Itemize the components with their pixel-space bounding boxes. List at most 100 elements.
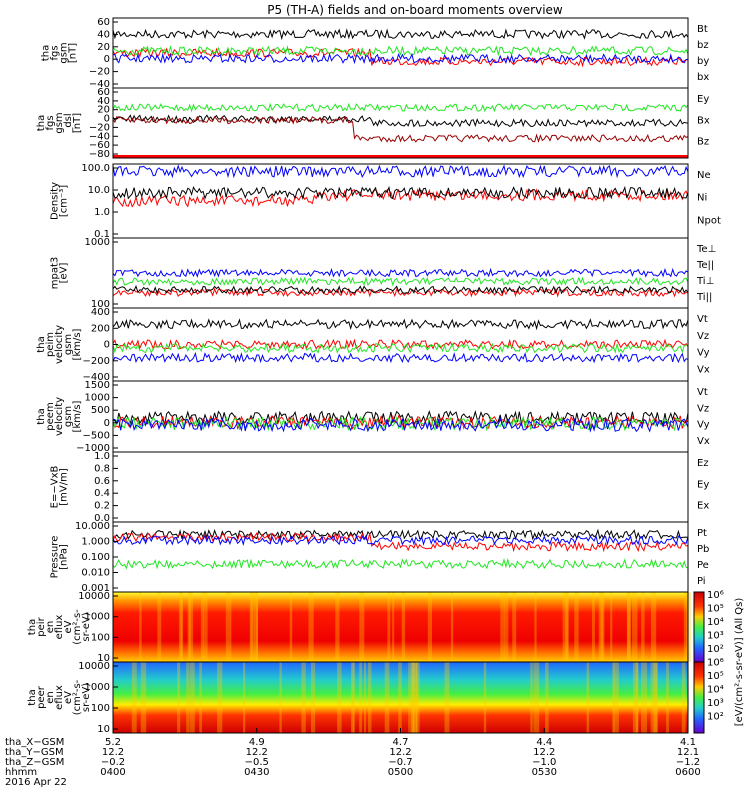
spectrogram-stripe xyxy=(359,662,363,733)
series-Ti⊥ xyxy=(112,267,689,278)
legend-Vy: Vy xyxy=(697,420,710,431)
tick-label: 0.1 xyxy=(94,229,110,240)
tick-label: 0.001 xyxy=(81,583,110,594)
ephemeris-value: 12.2 xyxy=(102,747,124,758)
spectrogram-stripe xyxy=(189,662,195,733)
spectrogram-stripe xyxy=(387,592,391,662)
spectrogram-stripe xyxy=(411,662,415,733)
colorbar-tick: 10² xyxy=(707,644,724,655)
spectrogram-stripe xyxy=(131,662,137,733)
axis-label: eflux xyxy=(54,615,65,640)
tick-label: 20 xyxy=(97,105,110,116)
spectrogram-stripe xyxy=(217,662,223,733)
tick-label: −400 xyxy=(83,372,110,383)
tick-label: −60 xyxy=(89,140,110,151)
legend-Ez: Ez xyxy=(697,458,709,469)
legend-Npot: Npot xyxy=(697,215,721,226)
ephemeris-value: 4.7 xyxy=(393,737,409,748)
ephemeris-value: −1.0 xyxy=(532,757,556,768)
spectrogram-stripe xyxy=(200,592,204,662)
spectrogram-stripe xyxy=(686,592,692,662)
series-Vx xyxy=(112,416,689,433)
spectrogram-stripe xyxy=(534,592,537,662)
series-bx xyxy=(112,52,689,65)
axis-label: mpat3 xyxy=(50,257,61,290)
spectrogram-stripe xyxy=(178,592,183,662)
colorbar-electron xyxy=(693,661,705,734)
spectrogram-stripe xyxy=(253,592,259,662)
axis-label: sr-eV) xyxy=(81,612,92,641)
axis-label: peir xyxy=(36,616,47,636)
series-Bz xyxy=(112,115,689,143)
panel-efield: 1.00.8 0.60.4 0.20.0 E=−VxB[mV/m] Ez Ey Ex xyxy=(50,451,710,524)
axis-label: fgs xyxy=(50,45,61,60)
axis-label: tha xyxy=(36,336,47,352)
axis-label: gsm xyxy=(59,42,70,63)
axis-label: en xyxy=(45,691,56,704)
spectrogram-stripe xyxy=(311,662,316,733)
tick-label: 100 xyxy=(91,703,110,714)
spectrogram-stripe xyxy=(187,592,191,662)
panel-density: 100.0 10.0 1.0 0.1 Density[cm⁻³] Ne Ni Npot xyxy=(50,163,721,240)
legend-Vt: Vt xyxy=(697,387,708,398)
legend-Pi: Pi xyxy=(697,576,706,587)
legend-Te⊥: Te⊥ xyxy=(696,244,716,255)
panel-pressure: 10.000 1.000 0.100 0.010 0.001 Pressure[nPa] P… xyxy=(50,521,710,594)
spectrogram-stripe xyxy=(352,662,355,733)
spectrogram-stripe xyxy=(279,662,282,733)
axis-label: gsm xyxy=(63,406,74,427)
axis-label: tha xyxy=(36,115,47,131)
axis-label: Density xyxy=(50,182,61,220)
axis-label: velocity xyxy=(54,325,65,364)
tick-label: 1.000 xyxy=(81,537,110,548)
legend-Vt: Vt xyxy=(697,314,708,325)
axis-label: peem xyxy=(45,402,56,430)
axis-label: tha xyxy=(27,689,38,705)
axis-label: (cm²-s- xyxy=(72,609,83,645)
series-Bt xyxy=(112,28,689,41)
ephemeris-value: 5.2 xyxy=(105,737,121,748)
spectrogram-stripe xyxy=(450,592,454,662)
axis-label: [nT] xyxy=(72,113,83,133)
ephemeris-value: 0430 xyxy=(244,767,269,778)
series-by xyxy=(112,44,689,57)
legend-bz: bz xyxy=(697,40,709,51)
series-Te|| xyxy=(112,284,689,295)
legend-by: by xyxy=(697,56,709,67)
spectrogram-stripe xyxy=(359,592,365,662)
spectrogram-stripe xyxy=(398,662,402,733)
tick-label: −40 xyxy=(89,131,110,142)
tick-label: 1000 xyxy=(85,682,110,693)
spectrogram-stripe xyxy=(681,662,686,733)
series-Ne xyxy=(112,187,689,208)
ephemeris-value: 4.9 xyxy=(249,737,265,748)
axis-label: tha xyxy=(41,45,52,61)
legend-Vz: Vz xyxy=(697,403,709,414)
tick-label: 0 xyxy=(104,418,110,429)
axis-label: [nT] xyxy=(68,43,79,63)
axis-label: gsm xyxy=(63,334,74,355)
ephemeris-value: 4.1 xyxy=(680,737,696,748)
spectrogram-stripe xyxy=(384,662,390,733)
tick-label: 10.000 xyxy=(75,521,110,532)
colorbar-tick: 10⁴ xyxy=(707,685,724,696)
legend-Vx: Vx xyxy=(697,364,710,375)
spectrogram-stripe xyxy=(408,662,415,733)
tick-label: 60 xyxy=(97,87,110,98)
tick-label: 10000 xyxy=(78,661,110,672)
colorbar-tick: 10⁶ xyxy=(707,658,724,669)
tick-label: −1000 xyxy=(76,443,110,454)
tick-label: 0.6 xyxy=(94,476,110,487)
tick-label: 40 xyxy=(97,29,110,40)
spectrogram-stripe xyxy=(574,592,579,662)
tick-label: 10.0 xyxy=(88,185,110,196)
legend-Bz: Bz xyxy=(697,137,709,148)
legend-bx: bx xyxy=(697,72,709,83)
spectrogram-stripe xyxy=(626,592,631,662)
spectrogram-stripe xyxy=(337,662,342,733)
series-Ti|| xyxy=(112,276,689,287)
spectrogram-stripe xyxy=(627,592,631,662)
ephemeris-value: 0500 xyxy=(388,767,413,778)
flag-bar xyxy=(113,155,688,158)
panel-frame xyxy=(112,87,689,159)
